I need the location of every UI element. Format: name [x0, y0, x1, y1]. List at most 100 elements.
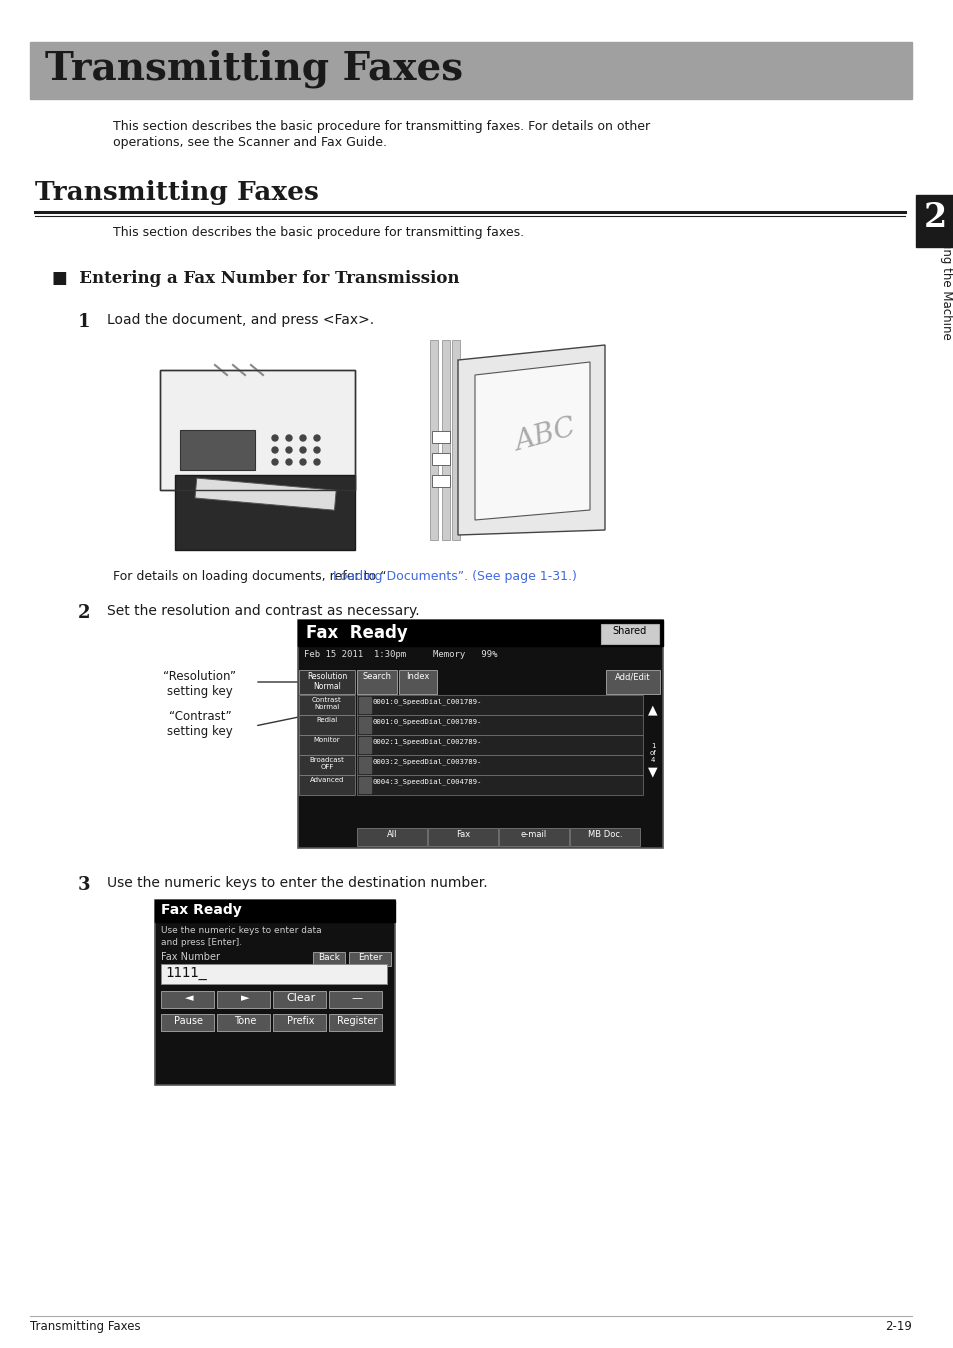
Text: ◄: ◄ [185, 993, 193, 1003]
Text: 0004:3_SpeedDial_C004789-: 0004:3_SpeedDial_C004789- [373, 778, 482, 785]
Bar [356, 755, 642, 775]
Bar [432, 431, 450, 443]
Text: “Resolution”
setting key: “Resolution” setting key [163, 670, 236, 698]
Bar [569, 828, 639, 847]
Bar [356, 670, 396, 694]
Circle shape [286, 460, 292, 465]
Bar [356, 828, 427, 847]
Circle shape [299, 435, 306, 441]
Bar [161, 964, 387, 984]
Text: Index: Index [406, 673, 429, 681]
Bar [313, 952, 345, 967]
Text: “Contrast”
setting key: “Contrast” setting key [167, 710, 233, 737]
Text: 2: 2 [923, 201, 945, 235]
Text: Back: Back [317, 953, 339, 962]
Bar [398, 670, 436, 694]
Bar [154, 900, 395, 922]
Bar [154, 900, 395, 1085]
Text: Enter: Enter [357, 953, 382, 962]
Text: Clear: Clear [286, 993, 315, 1003]
Text: Redial: Redial [316, 717, 337, 723]
Text: Monitor: Monitor [314, 737, 340, 743]
Text: 2: 2 [78, 604, 91, 621]
Bar [432, 453, 450, 465]
Text: Operating the Machine: Operating the Machine [940, 205, 952, 340]
Bar [298, 735, 355, 755]
Text: Set the resolution and contrast as necessary.: Set the resolution and contrast as neces… [107, 604, 419, 617]
Text: Transmitting Faxes: Transmitting Faxes [45, 50, 462, 89]
Text: 0003:2_SpeedDial_C003789-: 0003:2_SpeedDial_C003789- [373, 758, 482, 764]
Bar [430, 340, 437, 541]
Bar [356, 735, 642, 755]
Text: ►: ► [240, 993, 249, 1003]
Bar [428, 828, 497, 847]
Text: 0001:0_SpeedDial_C001789-: 0001:0_SpeedDial_C001789- [373, 718, 482, 725]
Bar [298, 696, 355, 714]
Bar [298, 670, 355, 694]
Bar [441, 340, 450, 541]
Bar [30, 42, 911, 98]
Bar [297, 620, 662, 848]
Bar [349, 952, 391, 967]
Bar [358, 697, 371, 713]
Text: ▲: ▲ [647, 704, 658, 716]
Bar [160, 369, 355, 491]
Text: 2-19: 2-19 [884, 1320, 911, 1333]
Bar [358, 717, 371, 733]
Bar [174, 474, 355, 550]
Text: Use the numeric keys to enter data: Use the numeric keys to enter data [161, 926, 321, 936]
Text: 0001:0_SpeedDial_C001789-: 0001:0_SpeedDial_C001789- [373, 698, 482, 705]
Text: 1: 1 [78, 313, 91, 332]
Text: For details on loading documents, refer to “: For details on loading documents, refer … [112, 570, 386, 582]
Text: Fax Number: Fax Number [161, 952, 220, 962]
Bar [161, 1014, 213, 1031]
Text: Feb 15 2011  1:30pm     Memory   99%: Feb 15 2011 1:30pm Memory 99% [304, 650, 497, 659]
Circle shape [272, 448, 277, 453]
Text: e-mail: e-mail [520, 830, 547, 838]
Text: operations, see the Scanner and Fax Guide.: operations, see the Scanner and Fax Guid… [112, 136, 387, 150]
Text: Load the document, and press <Fax>.: Load the document, and press <Fax>. [107, 313, 374, 328]
Bar [600, 624, 659, 644]
Text: Register: Register [336, 1016, 376, 1026]
Polygon shape [457, 345, 604, 535]
Text: ▼: ▼ [647, 766, 658, 778]
Bar [329, 991, 381, 1008]
Circle shape [299, 448, 306, 453]
Circle shape [286, 448, 292, 453]
Circle shape [272, 435, 277, 441]
Text: Search: Search [362, 673, 391, 681]
Text: Tone: Tone [233, 1016, 256, 1026]
Text: All: All [386, 830, 396, 838]
Text: ■  Entering a Fax Number for Transmission: ■ Entering a Fax Number for Transmission [52, 270, 459, 287]
Bar [161, 991, 213, 1008]
Bar [160, 369, 355, 491]
Text: Fax  Ready: Fax Ready [306, 624, 407, 642]
Text: Use the numeric keys to enter the destination number.: Use the numeric keys to enter the destin… [107, 876, 487, 890]
Bar [358, 758, 371, 772]
Text: Shared: Shared [612, 625, 646, 636]
Text: This section describes the basic procedure for transmitting faxes. For details o: This section describes the basic procedu… [112, 120, 649, 133]
Bar [216, 1014, 270, 1031]
Bar [356, 775, 642, 795]
Bar [298, 755, 355, 775]
Circle shape [286, 435, 292, 441]
Bar [273, 991, 326, 1008]
Text: 3: 3 [78, 876, 91, 894]
Text: 1111_: 1111_ [165, 967, 207, 980]
Bar [298, 775, 355, 795]
Text: Add/Edit: Add/Edit [615, 673, 650, 681]
Bar [605, 670, 659, 694]
Circle shape [314, 448, 319, 453]
Text: Transmitting Faxes: Transmitting Faxes [35, 181, 318, 205]
Bar [180, 430, 254, 470]
Text: Broadcast
OFF: Broadcast OFF [309, 758, 344, 770]
Circle shape [299, 460, 306, 465]
Bar [194, 479, 335, 510]
Bar [358, 776, 371, 793]
Circle shape [272, 460, 277, 465]
Text: —: — [351, 993, 362, 1003]
Bar [298, 714, 355, 735]
Text: MB Doc.: MB Doc. [587, 830, 621, 838]
Bar [915, 195, 953, 247]
Text: Fax Ready: Fax Ready [161, 903, 241, 917]
